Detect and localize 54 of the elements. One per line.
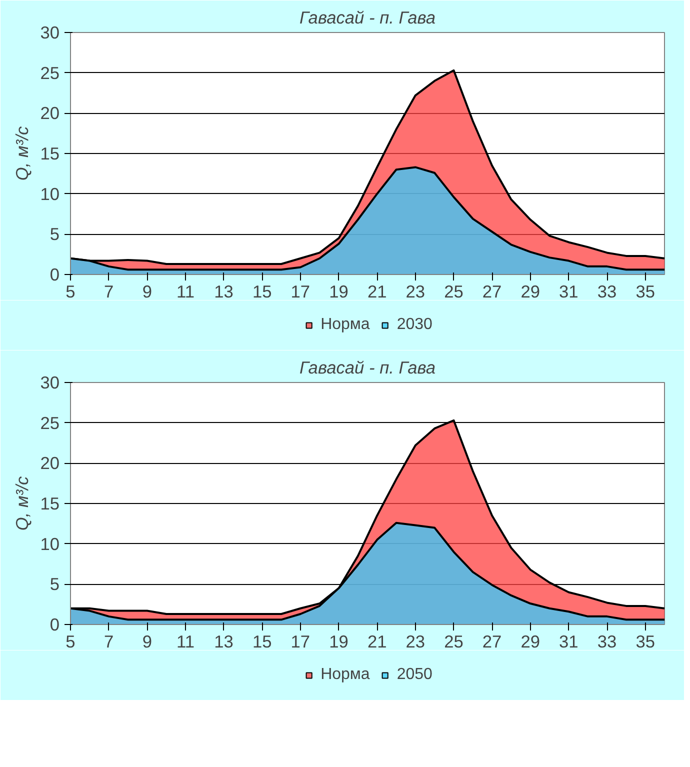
chart-title: Гавасай - п. Гава: [299, 8, 436, 28]
x-tick-label: 27: [482, 632, 502, 652]
y-tick-label: 30: [40, 372, 60, 392]
y-tick-label: 15: [40, 494, 60, 514]
x-tick-label: 9: [142, 282, 152, 302]
x-tick-label: 11: [176, 632, 194, 652]
x-tick-label: 29: [520, 282, 540, 302]
y-tick-label: 20: [40, 453, 60, 474]
x-tick-label: 15: [252, 632, 272, 652]
x-tick-label: 7: [104, 282, 114, 302]
y-tick-label: 30: [40, 22, 60, 42]
x-tick-label: 13: [214, 632, 234, 652]
x-tick-label: 21: [367, 632, 387, 652]
x-tick-label: 19: [329, 632, 348, 652]
x-tick-label: 19: [329, 282, 348, 302]
x-tick-label: 23: [406, 282, 426, 302]
x-tick-label: 15: [252, 282, 272, 302]
x-tick-label: 35: [636, 632, 655, 652]
x-tick-label: 21: [367, 282, 387, 302]
x-tick-label: 23: [406, 632, 426, 652]
y-tick-label: 0: [50, 614, 60, 634]
x-tick-label: 25: [444, 282, 464, 302]
x-tick-label: 13: [214, 282, 234, 302]
y-tick-label: 10: [40, 184, 60, 204]
x-tick-label: 5: [66, 282, 76, 302]
x-tick-label: 5: [66, 632, 76, 652]
legend-label: Норма: [320, 666, 370, 684]
y-tick-label: 25: [40, 62, 60, 83]
x-tick-label: 29: [520, 632, 540, 652]
x-tick-label: 17: [290, 282, 310, 302]
x-tick-label: 25: [444, 632, 464, 652]
x-tick-label: 7: [104, 632, 114, 652]
legend-label: Норма: [320, 316, 370, 334]
chart-title: Гавасай - п. Гава: [299, 358, 436, 378]
y-axis-title: Q, м³/с: [12, 126, 32, 181]
y-tick-label: 15: [40, 144, 60, 164]
legend-label: 2030: [396, 316, 432, 334]
y-tick-label: 5: [50, 224, 60, 244]
x-tick-label: 9: [142, 632, 152, 652]
y-axis-title: Q, м³/с: [12, 476, 32, 531]
y-tick-label: 10: [40, 534, 60, 554]
legend-label: 2050: [396, 666, 432, 684]
y-tick-label: 20: [40, 103, 60, 124]
y-tick-label: 0: [50, 264, 60, 284]
x-tick-label: 27: [482, 282, 502, 302]
x-tick-label: 11: [176, 282, 194, 302]
y-tick-label: 25: [40, 412, 60, 433]
x-tick-label: 17: [290, 632, 310, 652]
y-tick-label: 5: [50, 574, 60, 594]
x-tick-label: 31: [559, 282, 578, 302]
x-tick-label: 33: [597, 632, 617, 652]
x-tick-label: 31: [559, 632, 578, 652]
x-tick-label: 33: [597, 282, 617, 302]
x-tick-label: 35: [636, 282, 655, 302]
